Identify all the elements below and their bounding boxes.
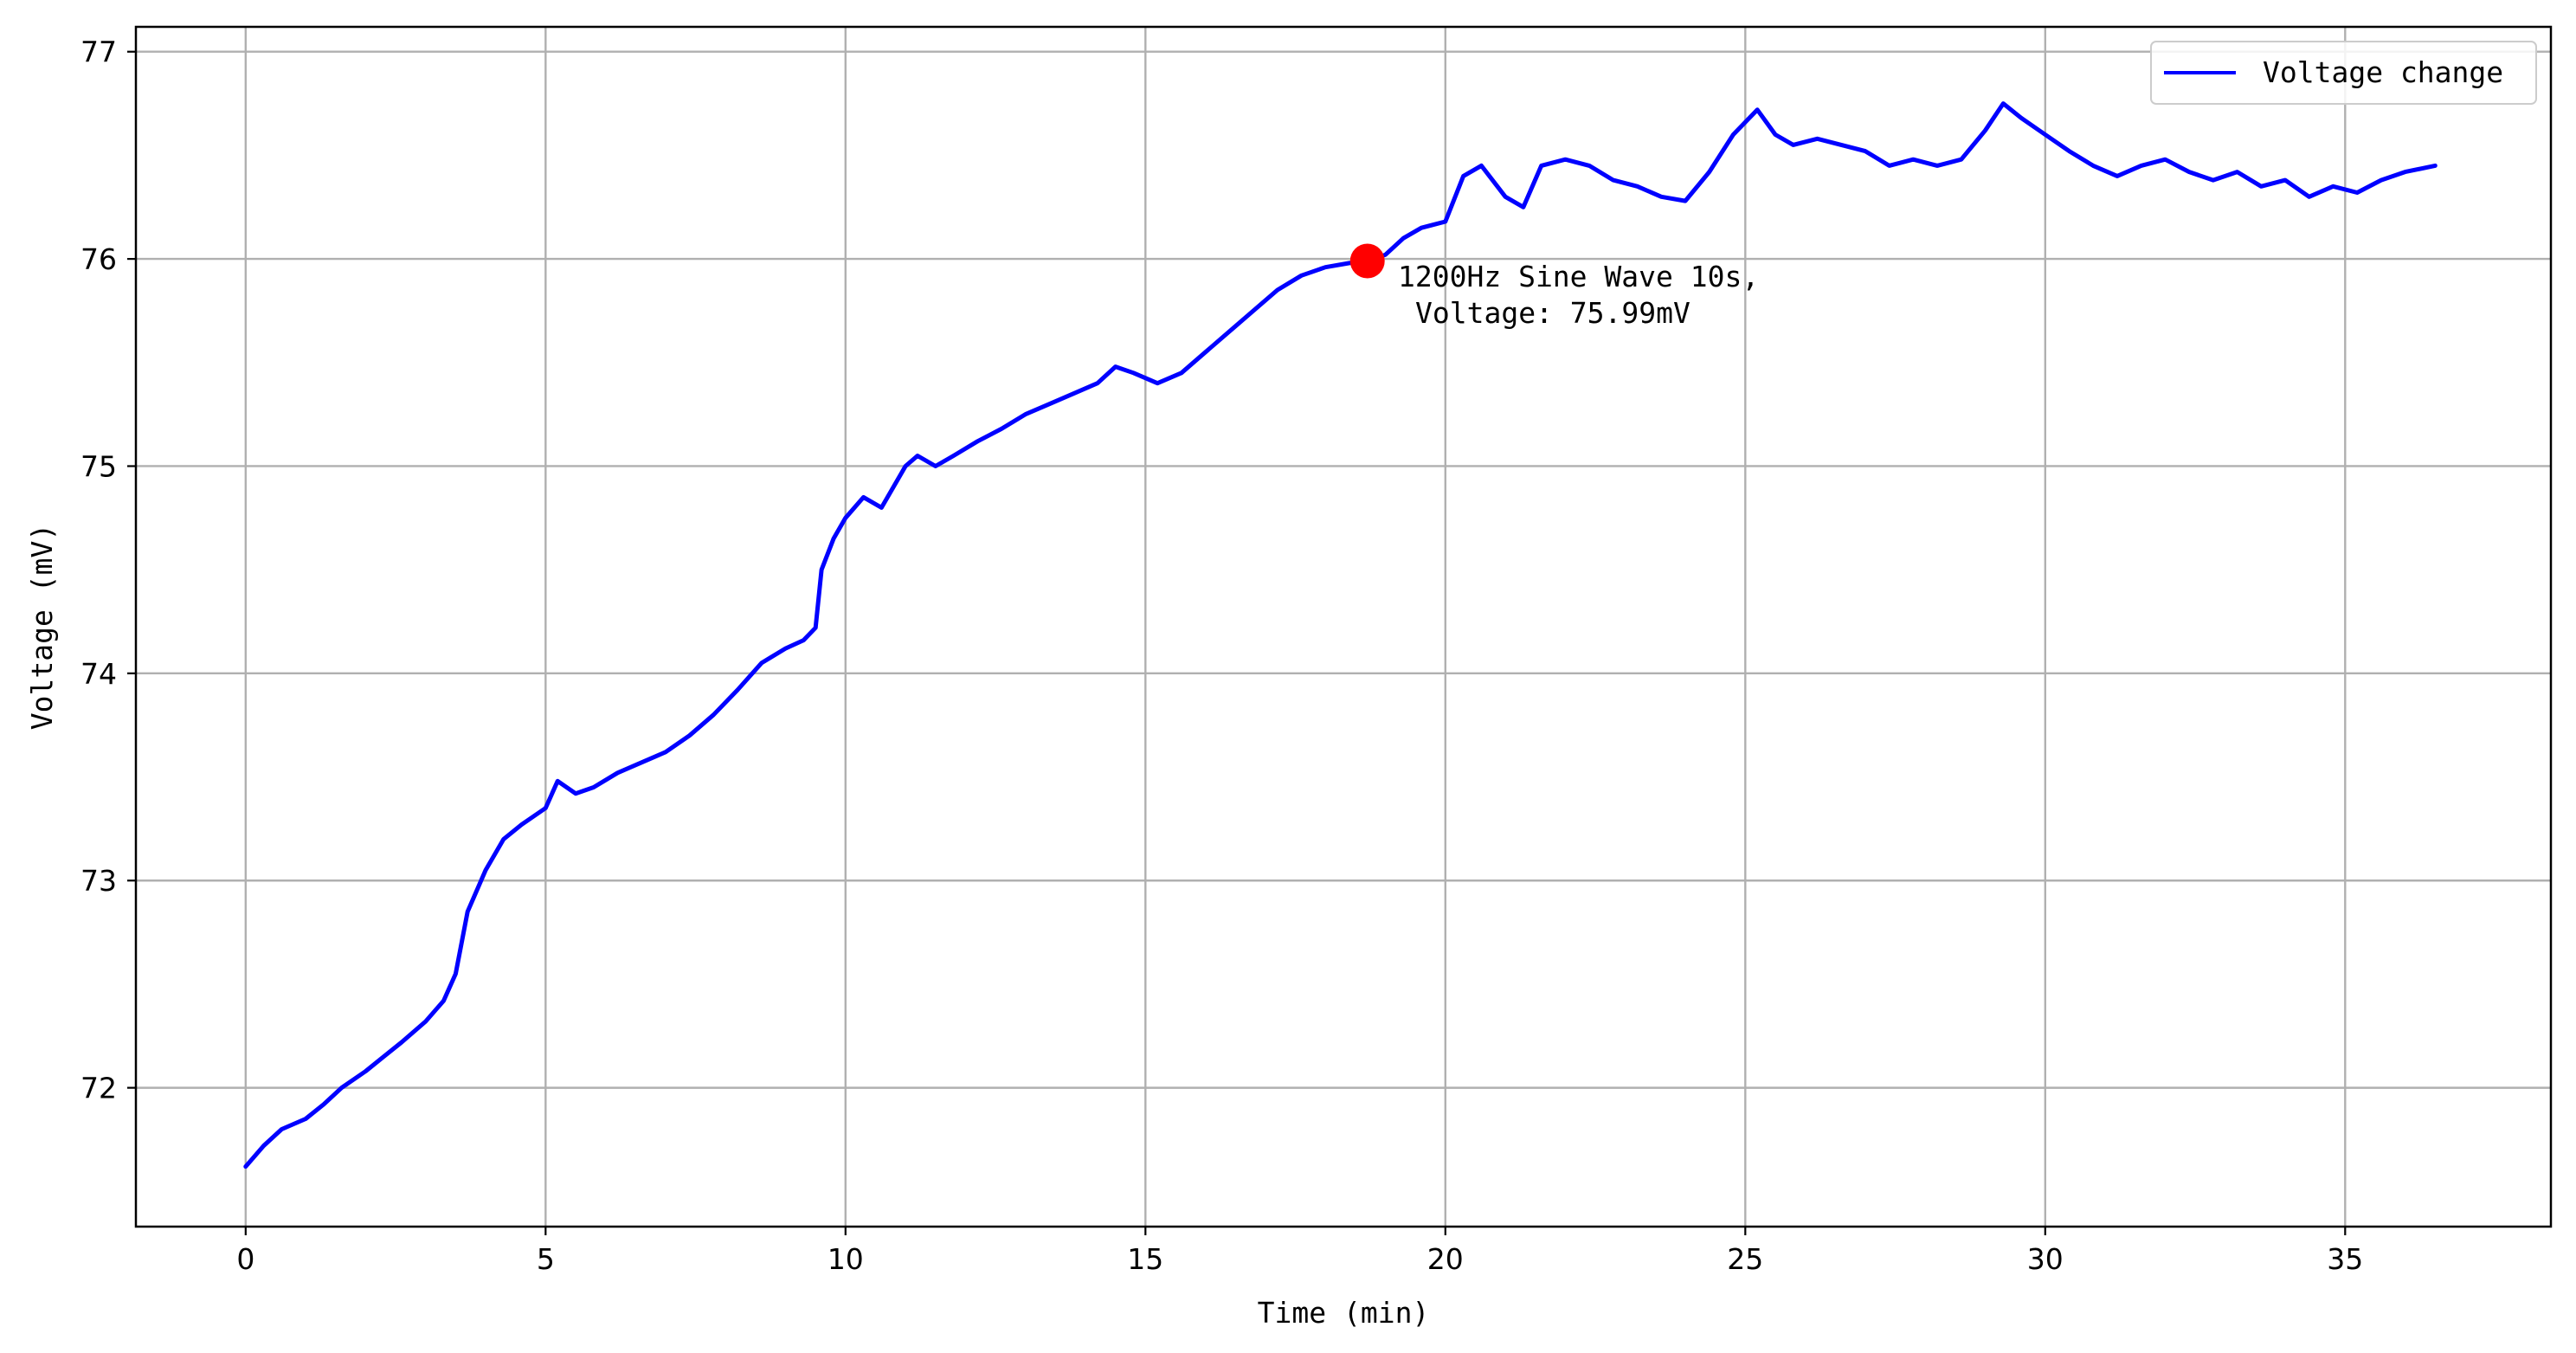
series-layer [243, 101, 2438, 1169]
x-tick-label: 0 [236, 1242, 254, 1276]
annotation-marker [1349, 243, 1385, 279]
x-tick-label: 10 [828, 1242, 864, 1276]
x-axis-title: Time (min) [1258, 1296, 1430, 1330]
legend: Voltage change [2150, 41, 2537, 105]
y-tick-label: 75 [80, 449, 117, 483]
annotation-line-1: 1200Hz Sine Wave 10s, [1398, 260, 1759, 293]
legend-label: Voltage change [2263, 55, 2503, 89]
y-tick-label: 74 [80, 657, 117, 691]
plot-frame [134, 25, 2553, 1228]
annotation-layer [1349, 243, 1385, 279]
y-axis-title: Voltage (mV) [25, 524, 59, 730]
x-tick-label: 20 [1427, 1242, 1464, 1276]
x-tick-label: 30 [2027, 1242, 2064, 1276]
grid [136, 27, 2551, 1227]
legend-box [2150, 41, 2537, 105]
x-tick-label: 5 [537, 1242, 555, 1276]
x-tick-label: 25 [1727, 1242, 1763, 1276]
y-tick-label: 72 [80, 1072, 117, 1105]
y-tick-label: 77 [80, 35, 117, 69]
y-tick-label: 73 [80, 864, 117, 898]
y-tick-label: 76 [80, 242, 117, 276]
x-axis: 0 5 10 15 20 25 30 35 [236, 1227, 2363, 1276]
annotation-line-2: Voltage: 75.99mV [1415, 296, 1690, 330]
x-tick-label: 15 [1127, 1242, 1163, 1276]
y-axis: 72 73 74 75 76 77 [80, 35, 136, 1105]
x-tick-label: 35 [2327, 1242, 2363, 1276]
voltage-series-line [243, 101, 2438, 1169]
